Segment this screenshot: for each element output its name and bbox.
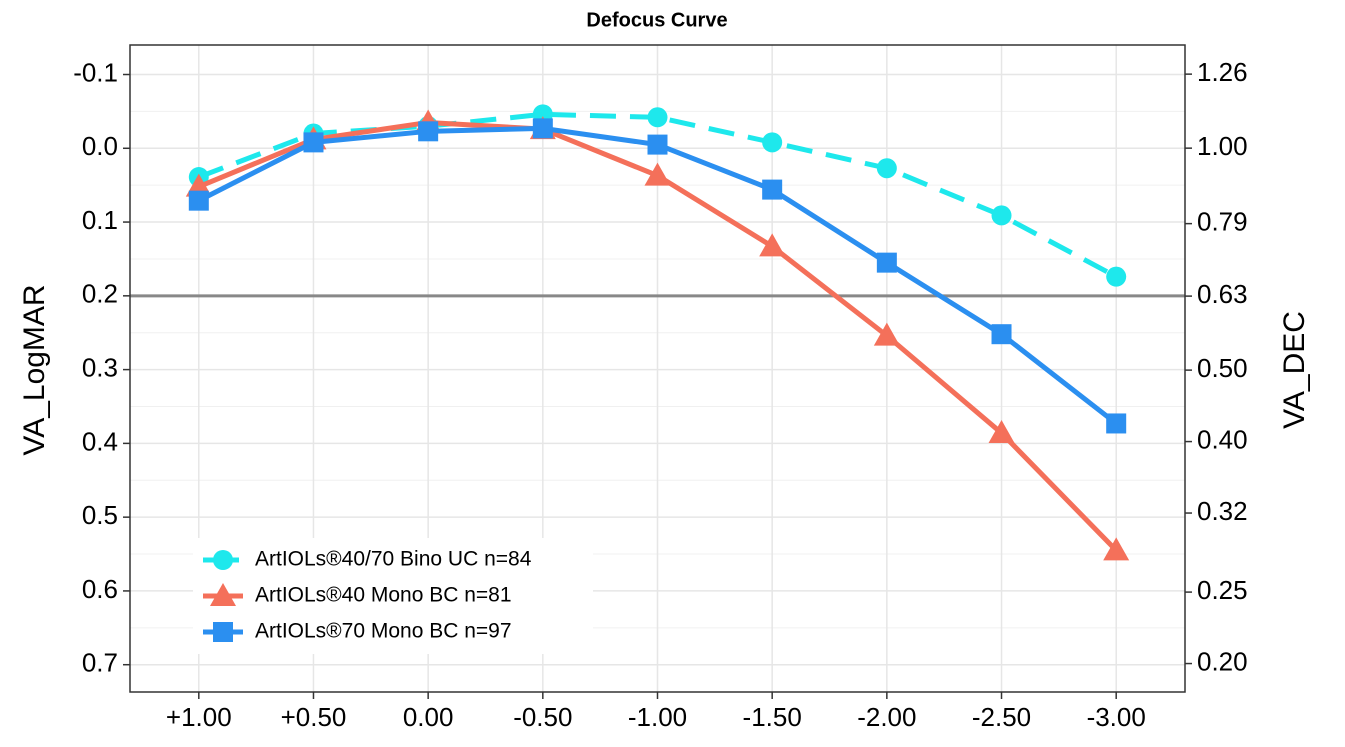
x-tick-label: -3.00: [1087, 702, 1146, 732]
marker: [1106, 413, 1127, 434]
x-tick-label: -1.00: [628, 702, 687, 732]
marker: [1106, 266, 1127, 287]
series-line: [197, 111, 1118, 279]
legend-label: ArtIOLs®40 Mono BC n=81: [255, 584, 512, 607]
x-tick-label: +0.50: [281, 702, 347, 732]
y2-axis-label: VA_DEC: [1278, 311, 1311, 429]
marker: [303, 132, 324, 153]
legend-label: ArtIOLs®40/70 Bino UC n=84: [255, 548, 532, 571]
y2-tick-label: 0.25: [1197, 575, 1248, 605]
marker: [876, 158, 897, 179]
marker: [644, 162, 671, 186]
y2-tick-label: 1.00: [1197, 131, 1248, 161]
y2-tick-label: 1.26: [1197, 57, 1248, 87]
marker: [876, 252, 897, 273]
marker: [647, 134, 668, 155]
y-tick-label: 0.3: [82, 352, 118, 382]
chart-title: Defocus Curve: [586, 9, 727, 31]
marker: [759, 233, 786, 257]
marker: [762, 179, 783, 200]
y2-tick-label: 0.20: [1197, 646, 1248, 676]
y-axis-label: VA_LogMAR: [18, 284, 51, 455]
y-tick-label: 0.0: [82, 131, 118, 161]
x-tick-label: -2.50: [972, 702, 1031, 732]
marker: [762, 132, 783, 153]
y2-tick-label: 0.32: [1197, 496, 1248, 526]
y-tick-label: 0.2: [82, 279, 118, 309]
marker: [532, 118, 553, 139]
marker: [991, 324, 1012, 345]
legend-label: ArtIOLs®70 Mono BC n=97: [255, 620, 512, 643]
marker: [873, 322, 900, 346]
y-tick-label: 0.4: [82, 426, 118, 456]
x-tick-label: -1.50: [743, 702, 802, 732]
y2-tick-label: 0.79: [1197, 207, 1248, 237]
y-tick-label: 0.6: [82, 574, 118, 604]
x-tick-label: 0.00: [403, 702, 454, 732]
y-tick-label: 0.7: [82, 648, 118, 678]
marker: [647, 107, 668, 128]
marker: [188, 190, 209, 211]
x-tick-label: +1.00: [166, 702, 232, 732]
marker: [991, 205, 1012, 226]
y-tick-label: 0.5: [82, 500, 118, 530]
legend-box: [193, 538, 593, 654]
marker: [213, 622, 233, 642]
y2-tick-label: 0.50: [1197, 353, 1248, 383]
marker: [1103, 537, 1130, 561]
y-tick-label: -0.1: [73, 57, 118, 87]
y-tick-label: 0.1: [82, 205, 118, 235]
marker: [988, 420, 1015, 444]
marker: [213, 550, 233, 570]
plot-border: [129, 44, 1186, 693]
y2-tick-label: 0.63: [1197, 279, 1248, 309]
marker: [210, 583, 236, 606]
x-tick-label: -0.50: [513, 702, 572, 732]
x-tick-label: -2.00: [857, 702, 916, 732]
marker: [418, 121, 439, 142]
y2-tick-label: 0.40: [1197, 424, 1248, 454]
